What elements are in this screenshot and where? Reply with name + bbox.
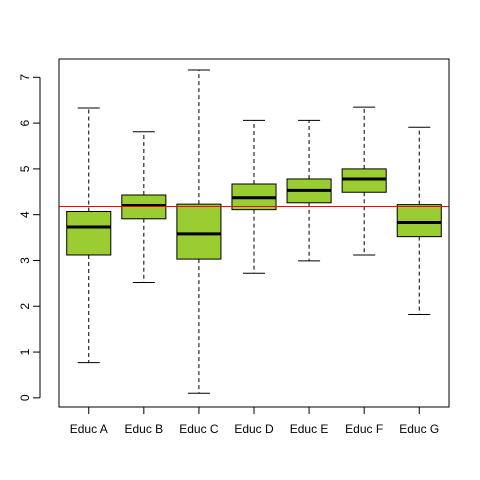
x-category-label: Educ E: [290, 422, 329, 436]
box-body: [66, 210, 112, 256]
x-category-label: Educ D: [234, 422, 274, 436]
y-tick-label: 0: [18, 394, 32, 401]
x-category-label: Educ F: [345, 422, 383, 436]
y-tick-label: 1: [18, 348, 32, 355]
x-category-label: Educ A: [70, 422, 108, 436]
y-tick-label: 7: [18, 74, 32, 81]
y-tick-label: 6: [18, 119, 32, 126]
y-tick-label: 3: [18, 257, 32, 264]
box-4: [231, 119, 277, 274]
box-3: [176, 69, 222, 394]
box-body: [341, 168, 387, 193]
box-5: [286, 119, 332, 262]
boxes-layer: [66, 69, 442, 394]
x-category-label: Educ G: [399, 422, 439, 436]
y-tick-label: 2: [18, 303, 32, 310]
box-7: [396, 126, 442, 316]
x-axis: Educ A Educ B Educ C Educ D Educ E Educ F Educ…: [70, 406, 439, 436]
box-1: [66, 107, 112, 364]
box-2: [121, 131, 167, 283]
box-body: [396, 204, 442, 238]
x-category-label: Educ B: [124, 422, 163, 436]
box-body: [176, 203, 222, 260]
box-6: [341, 106, 387, 256]
y-tick-label: 5: [18, 165, 32, 172]
x-category-label: Educ C: [179, 422, 219, 436]
y-tick-label: 4: [18, 211, 32, 218]
y-axis: 0 1 2 3 4 5 6 7: [18, 74, 41, 401]
